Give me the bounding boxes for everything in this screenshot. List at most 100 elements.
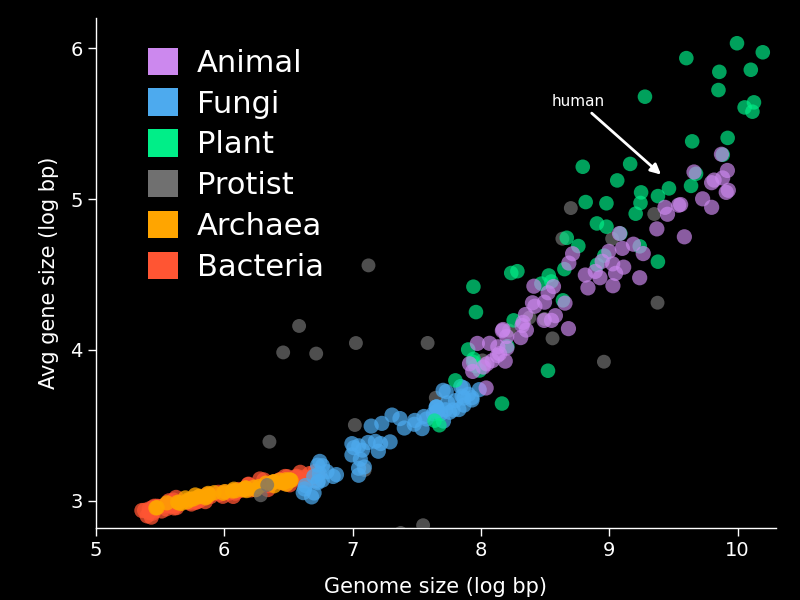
Point (594, 273, 606, 283)
Point (306, 473, 318, 482)
Point (374, 439, 387, 448)
Point (535, 279, 548, 289)
Point (250, 534, 262, 544)
Point (298, 484, 311, 494)
Point (596, 256, 609, 266)
Point (458, 400, 470, 410)
Point (486, 356, 498, 365)
Point (352, 463, 365, 473)
Point (427, 409, 440, 419)
Point (283, 480, 296, 490)
Point (141, 511, 154, 521)
Point (454, 382, 467, 391)
Point (613, 229, 626, 238)
Point (190, 496, 202, 505)
Point (463, 359, 476, 368)
Point (386, 410, 398, 420)
Point (148, 502, 161, 511)
Point (420, 414, 433, 424)
Point (453, 405, 466, 415)
Point (716, 150, 729, 160)
Point (330, 470, 343, 479)
Point (262, 485, 274, 494)
Point (194, 491, 206, 501)
Point (267, 477, 280, 487)
Point (241, 484, 254, 493)
Point (312, 470, 325, 480)
Point (346, 439, 358, 448)
Point (189, 497, 202, 507)
Point (223, 488, 236, 498)
Point (746, 107, 759, 116)
Point (305, 472, 318, 482)
Point (352, 470, 365, 480)
Point (491, 342, 504, 352)
Point (467, 282, 480, 292)
Point (303, 469, 316, 478)
Point (310, 349, 322, 358)
Point (466, 393, 478, 403)
Point (282, 476, 294, 485)
Point (545, 277, 558, 286)
X-axis label: Genome size (log bp): Genome size (log bp) (325, 577, 547, 597)
Point (502, 326, 515, 335)
Point (193, 494, 206, 503)
Point (190, 496, 203, 505)
Point (146, 508, 159, 518)
Point (712, 85, 725, 95)
Point (157, 501, 170, 511)
Point (242, 479, 255, 489)
Point (497, 325, 510, 334)
Point (557, 296, 570, 305)
Point (493, 349, 506, 358)
Point (307, 472, 320, 481)
Point (258, 475, 270, 485)
Point (181, 497, 194, 506)
Point (347, 443, 360, 452)
Point (185, 499, 198, 509)
Point (558, 298, 571, 308)
Point (590, 260, 603, 269)
Point (189, 490, 202, 500)
Point (275, 478, 288, 488)
Point (179, 493, 192, 503)
Point (466, 357, 479, 367)
Point (143, 504, 156, 514)
Point (706, 178, 718, 187)
Point (346, 450, 358, 460)
Point (520, 325, 533, 335)
Point (549, 311, 562, 320)
Point (358, 462, 370, 472)
Point (470, 307, 482, 317)
Point (295, 476, 308, 485)
Point (696, 194, 709, 203)
Point (443, 407, 456, 417)
Point (634, 273, 646, 283)
Point (437, 416, 450, 426)
Point (417, 520, 430, 530)
Point (661, 209, 674, 219)
Point (556, 234, 569, 244)
Point (227, 491, 240, 501)
Point (476, 356, 489, 365)
Point (462, 345, 474, 355)
Point (441, 398, 454, 407)
Point (274, 475, 286, 485)
Point (545, 316, 558, 325)
Point (203, 490, 216, 500)
Point (685, 181, 698, 191)
Point (365, 421, 378, 431)
Point (183, 498, 196, 508)
Point (146, 503, 158, 513)
Point (572, 241, 585, 251)
Point (356, 445, 369, 455)
Point (394, 528, 407, 538)
Point (171, 497, 184, 507)
Point (446, 405, 459, 415)
Point (745, 65, 758, 74)
Point (173, 497, 186, 507)
Point (547, 282, 560, 292)
Point (227, 484, 240, 494)
Point (266, 478, 278, 488)
Point (187, 494, 200, 504)
